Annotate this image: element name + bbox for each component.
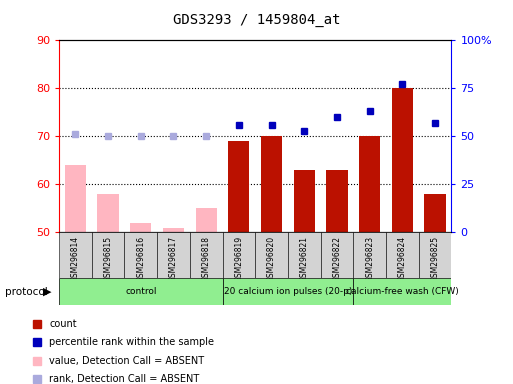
Bar xyxy=(124,232,157,278)
Text: GSM296821: GSM296821 xyxy=(300,236,309,282)
Bar xyxy=(261,136,282,232)
Text: GSM296817: GSM296817 xyxy=(169,236,178,282)
Text: GSM296814: GSM296814 xyxy=(71,236,80,282)
Text: GSM296820: GSM296820 xyxy=(267,236,276,282)
Text: 20 calcium ion pulses (20-p): 20 calcium ion pulses (20-p) xyxy=(224,287,352,296)
Bar xyxy=(92,232,125,278)
Bar xyxy=(59,232,92,278)
Text: GSM296822: GSM296822 xyxy=(332,236,342,282)
Bar xyxy=(195,208,217,232)
Text: rank, Detection Call = ABSENT: rank, Detection Call = ABSENT xyxy=(49,374,200,384)
Text: percentile rank within the sample: percentile rank within the sample xyxy=(49,338,214,348)
Bar xyxy=(130,223,151,232)
Bar xyxy=(293,170,315,232)
Text: GSM296825: GSM296825 xyxy=(430,236,440,282)
Bar xyxy=(353,232,386,278)
Bar xyxy=(359,136,380,232)
Bar xyxy=(163,227,184,232)
Text: GSM296818: GSM296818 xyxy=(202,236,211,282)
Bar xyxy=(424,194,446,232)
Text: GSM296823: GSM296823 xyxy=(365,236,374,282)
Text: GDS3293 / 1459804_at: GDS3293 / 1459804_at xyxy=(173,13,340,27)
Text: value, Detection Call = ABSENT: value, Detection Call = ABSENT xyxy=(49,356,204,366)
Text: GSM296816: GSM296816 xyxy=(136,236,145,282)
Text: calcium-free wash (CFW): calcium-free wash (CFW) xyxy=(346,287,459,296)
Bar xyxy=(97,194,119,232)
Text: GSM296815: GSM296815 xyxy=(104,236,112,282)
Text: count: count xyxy=(49,319,77,329)
Bar xyxy=(65,165,86,232)
Bar xyxy=(288,232,321,278)
Bar xyxy=(326,170,348,232)
Text: protocol: protocol xyxy=(5,287,48,297)
Text: GSM296824: GSM296824 xyxy=(398,236,407,282)
Text: control: control xyxy=(125,287,156,296)
Bar xyxy=(419,232,451,278)
Bar xyxy=(223,232,255,278)
Bar xyxy=(59,278,223,305)
Bar xyxy=(157,232,190,278)
Bar xyxy=(255,232,288,278)
Bar xyxy=(392,88,413,232)
Bar xyxy=(190,232,223,278)
Bar xyxy=(223,278,353,305)
Bar xyxy=(321,232,353,278)
Bar xyxy=(353,278,451,305)
Text: GSM296819: GSM296819 xyxy=(234,236,243,282)
Text: ▶: ▶ xyxy=(43,287,51,297)
Bar xyxy=(228,141,249,232)
Bar xyxy=(386,232,419,278)
